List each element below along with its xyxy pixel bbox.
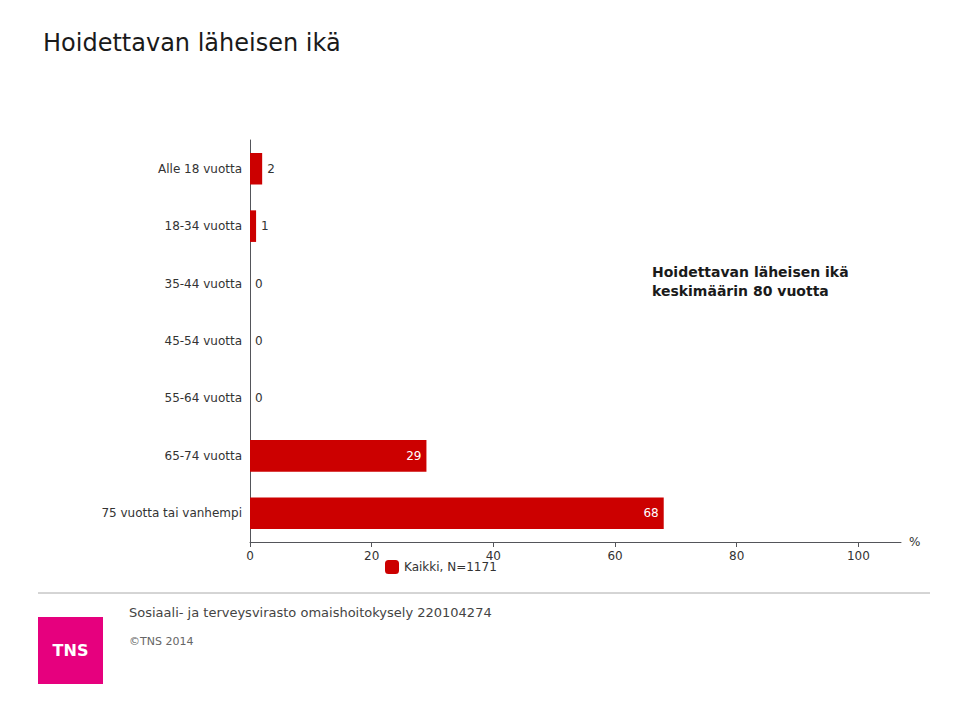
svg-text:20: 20 — [364, 549, 379, 563]
svg-text:29: 29 — [406, 449, 421, 463]
svg-text:80: 80 — [729, 549, 744, 563]
svg-text:55-64 vuotta: 55-64 vuotta — [165, 391, 243, 405]
svg-text:60: 60 — [607, 549, 622, 563]
svg-text:0: 0 — [255, 277, 263, 291]
svg-text:45-54 vuotta: 45-54 vuotta — [165, 334, 243, 348]
svg-text:35-44 vuotta: 35-44 vuotta — [165, 277, 243, 291]
svg-text:%: % — [909, 535, 920, 549]
svg-text:65-74 vuotta: 65-74 vuotta — [165, 449, 243, 463]
svg-text:Hoidettavan läheisen ikä: Hoidettavan läheisen ikä — [652, 264, 849, 280]
svg-text:1: 1 — [261, 219, 269, 233]
svg-text:Kaikki, N=1171: Kaikki, N=1171 — [404, 560, 497, 574]
svg-text:68: 68 — [643, 506, 658, 520]
svg-text:Sosiaali- ja terveysvirasto om: Sosiaali- ja terveysvirasto omaishoitoky… — [129, 605, 492, 620]
svg-text:Alle 18 vuotta: Alle 18 vuotta — [158, 162, 242, 176]
svg-text:TNS: TNS — [53, 641, 89, 660]
svg-text:75 vuotta tai vanhempi: 75 vuotta tai vanhempi — [101, 506, 242, 520]
svg-text:18-34 vuotta: 18-34 vuotta — [165, 219, 243, 233]
svg-text:©TNS 2014: ©TNS 2014 — [129, 635, 193, 648]
svg-text:40: 40 — [485, 549, 501, 563]
svg-text:keskimäärin 80 vuotta: keskimäärin 80 vuotta — [652, 283, 829, 299]
svg-text:0: 0 — [246, 549, 254, 563]
svg-text:Hoidettavan läheisen ikä: Hoidettavan läheisen ikä — [43, 29, 341, 57]
svg-text:0: 0 — [255, 334, 263, 348]
svg-text:100: 100 — [847, 549, 870, 563]
svg-text:2: 2 — [267, 162, 275, 176]
svg-text:0: 0 — [255, 391, 263, 405]
